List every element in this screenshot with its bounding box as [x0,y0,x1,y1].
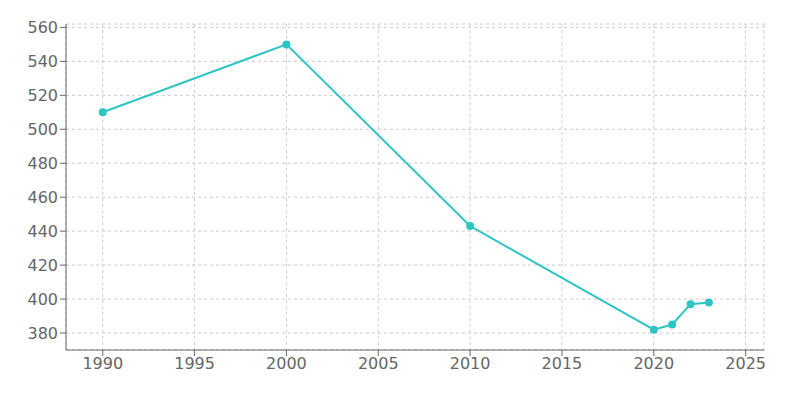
svg-text:420: 420 [27,256,58,275]
svg-text:500: 500 [27,120,58,139]
svg-text:2020: 2020 [633,354,674,373]
svg-text:2005: 2005 [358,354,399,373]
svg-text:2000: 2000 [266,354,307,373]
svg-text:2015: 2015 [542,354,583,373]
svg-text:520: 520 [27,86,58,105]
svg-text:560: 560 [27,18,58,37]
svg-text:1995: 1995 [174,354,215,373]
svg-text:460: 460 [27,188,58,207]
svg-text:2010: 2010 [450,354,491,373]
svg-text:1990: 1990 [82,354,123,373]
svg-text:380: 380 [27,324,58,343]
svg-text:480: 480 [27,154,58,173]
svg-text:540: 540 [27,52,58,71]
svg-text:400: 400 [27,290,58,309]
svg-text:440: 440 [27,222,58,241]
svg-text:2025: 2025 [725,354,766,373]
